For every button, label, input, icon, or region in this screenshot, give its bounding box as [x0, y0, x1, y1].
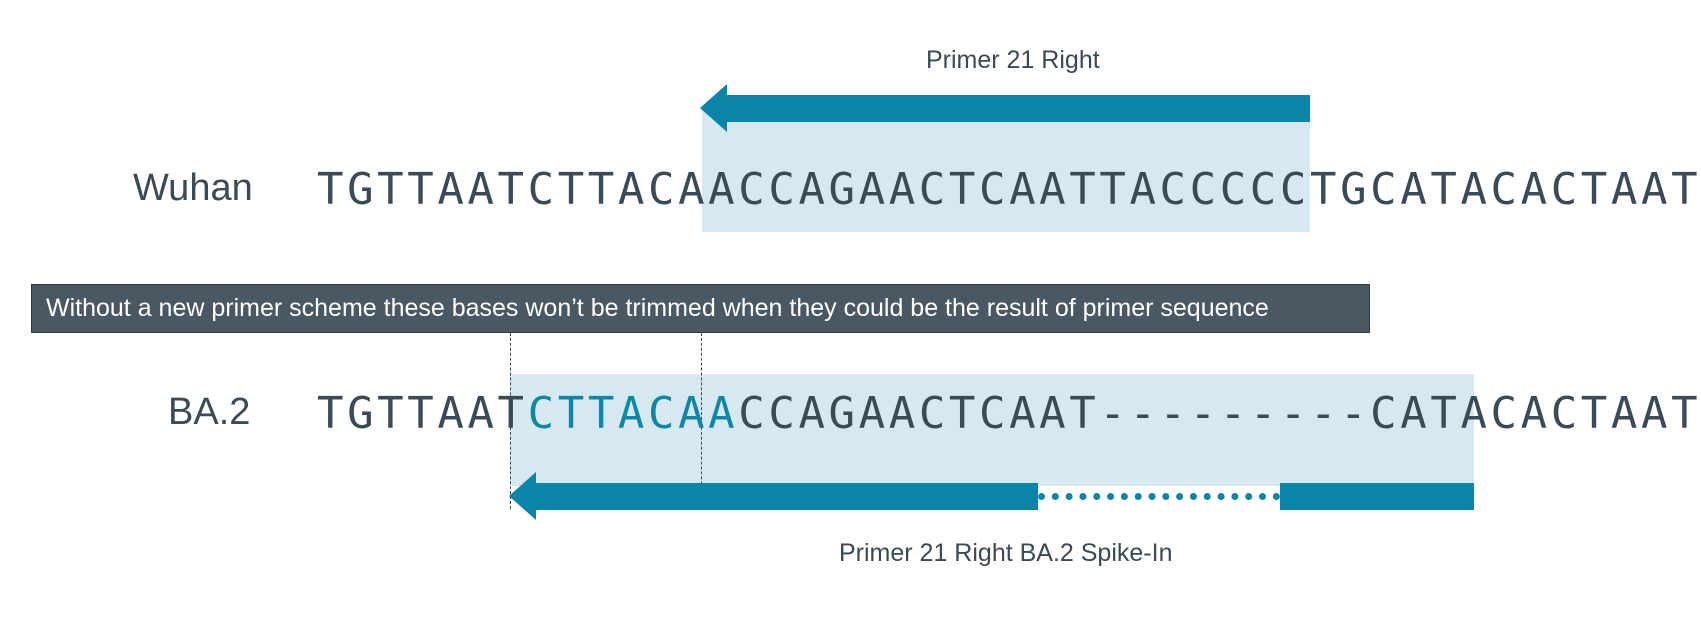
ba2-seq-rest: CCAGAACTCAAT---------CATACACTAATTC: [738, 388, 1701, 439]
wuhan-sequence: TGTTAATCTTACAACCAGAACTCAATTACCCCCTGCATAC…: [317, 160, 1701, 220]
primer-bottom-label: Primer 21 Right BA.2 Spike-In: [839, 539, 1173, 567]
primer-bottom-arrowhead-icon: [509, 472, 536, 520]
ba2-sequence: TGTTAATCTTACAACCAGAACTCAAT---------CATAC…: [317, 384, 1701, 444]
untrimmed-guide-left: [510, 333, 511, 509]
wuhan-seq-left: TGTTAATCTTACAA: [317, 164, 739, 215]
ba2-seq-untrimmed: CTTACAA: [527, 388, 739, 439]
wuhan-primer-region: [702, 110, 1310, 232]
untrimmed-bases-banner: Without a new primer scheme these bases …: [31, 284, 1370, 333]
primer-top-label: Primer 21 Right: [926, 46, 1100, 74]
primer-bottom-arrow-tail: [1280, 483, 1474, 510]
primer-bottom-arrow-shaft: [535, 483, 1038, 510]
wuhan-seq-right: ATACACTAATTC: [1400, 164, 1701, 215]
wuhan-seq-primer: CCAGAACTCAATTACCCCCTGC: [738, 164, 1401, 215]
wuhan-label: Wuhan: [133, 167, 253, 209]
primer-bottom-gap-dotted: [1038, 493, 1280, 500]
ba2-primer-region: [510, 374, 1474, 486]
primer-top-arrowhead-icon: [700, 84, 727, 132]
ba2-label: BA.2: [168, 391, 251, 433]
ba2-seq-left: TGTTAAT: [317, 388, 528, 439]
untrimmed-guide-right: [701, 333, 702, 509]
primer-top-arrow-shaft: [726, 95, 1310, 122]
